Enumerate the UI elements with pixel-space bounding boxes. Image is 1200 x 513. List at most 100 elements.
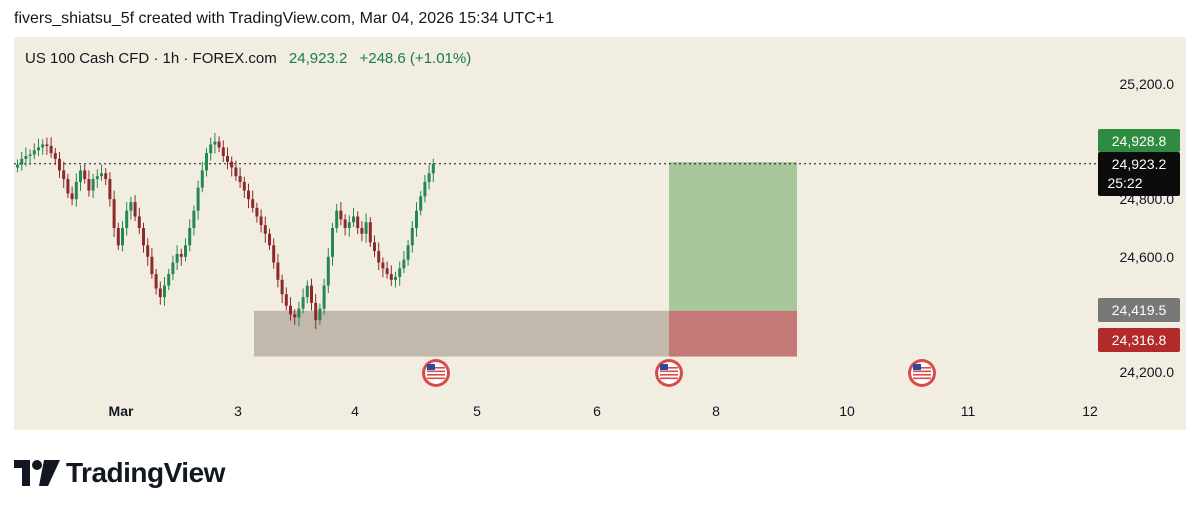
take-profit-tag-label: 24,928.8 xyxy=(1112,133,1167,149)
candle xyxy=(335,203,339,233)
candle xyxy=(95,169,99,188)
candle-body xyxy=(104,173,108,180)
candle xyxy=(200,161,204,193)
take-profit-tag: 24,928.8 xyxy=(1098,129,1180,152)
candle-body xyxy=(415,210,418,228)
take-profit-tag-bg xyxy=(1098,129,1180,152)
candle xyxy=(108,172,112,207)
candle-body xyxy=(364,222,368,234)
candle-body xyxy=(74,181,78,200)
flag-canton xyxy=(913,364,921,370)
candle-body xyxy=(24,156,28,159)
candle xyxy=(213,132,217,154)
candle-body xyxy=(112,199,116,228)
take-profit-zone xyxy=(669,162,797,311)
candle xyxy=(104,168,108,186)
candle-body xyxy=(234,167,238,177)
candle-body xyxy=(431,163,435,174)
candle xyxy=(125,202,129,236)
candle xyxy=(58,151,61,178)
candle xyxy=(137,207,141,235)
candle-body xyxy=(154,274,158,289)
stop-loss-tag-label: 24,316.8 xyxy=(1112,332,1167,348)
candle-body xyxy=(66,179,70,194)
candle-body xyxy=(352,216,355,223)
candle-body xyxy=(200,170,204,188)
candle xyxy=(142,222,145,253)
candle-body xyxy=(263,225,267,234)
candle-body xyxy=(276,262,280,280)
candle-body xyxy=(381,262,385,269)
candle xyxy=(196,180,200,220)
symbol-info: US 100 Cash CFD · 1h · FOREX.com 24,923.… xyxy=(25,50,471,67)
flag-stripe xyxy=(427,367,445,369)
candle xyxy=(314,294,318,330)
candle xyxy=(310,278,313,311)
candle xyxy=(339,202,343,226)
flag-stripe xyxy=(660,367,678,369)
candle-body xyxy=(188,228,192,246)
x-tick-label: 12 xyxy=(1082,403,1098,419)
candle xyxy=(87,170,91,197)
candle-body xyxy=(121,228,124,246)
candle xyxy=(70,186,74,206)
candle xyxy=(318,303,322,325)
stop-loss-tag-bg xyxy=(1098,328,1180,352)
candle-body xyxy=(272,245,276,263)
candle-body xyxy=(402,259,406,269)
candle-body xyxy=(280,279,284,295)
candle xyxy=(146,238,150,266)
candle-body xyxy=(62,170,66,180)
candle-body xyxy=(58,158,61,171)
candle xyxy=(398,261,402,286)
price-change: +248.6 (+1.01%) xyxy=(359,50,472,67)
candle xyxy=(394,271,397,288)
x-tick-label: 3 xyxy=(234,403,242,419)
candle-body xyxy=(32,150,36,155)
current-price-tag-countdown: 25:22 xyxy=(1107,175,1142,191)
candle xyxy=(91,173,95,199)
flag-stripe xyxy=(913,374,931,376)
candle xyxy=(284,287,288,311)
candle-body xyxy=(213,141,217,145)
y-tick-label: 25,200.0 xyxy=(1120,76,1175,92)
us-flag-icon[interactable] xyxy=(655,359,683,387)
tradingview-logo[interactable]: TradingView xyxy=(14,455,225,491)
candle xyxy=(255,202,259,223)
flag-canton xyxy=(660,364,668,370)
stop-loss-tag: 24,316.8 xyxy=(1098,328,1180,352)
candle xyxy=(381,257,385,278)
candle-body xyxy=(247,190,250,200)
candle xyxy=(175,245,179,271)
us-flag-icon[interactable] xyxy=(908,359,936,387)
candle xyxy=(251,190,255,213)
us-flag-icon[interactable] xyxy=(422,359,450,387)
candle xyxy=(79,165,82,191)
candle-body xyxy=(91,179,95,191)
candle xyxy=(377,242,381,271)
candle-body xyxy=(314,302,318,321)
x-tick-label: 10 xyxy=(839,403,855,419)
candle xyxy=(205,147,208,177)
candle-body xyxy=(368,222,372,243)
candle-body xyxy=(293,314,297,318)
y-tick-label: 24,200.0 xyxy=(1120,364,1175,380)
candle-body xyxy=(398,268,402,277)
candle xyxy=(45,137,49,155)
flag-stripe xyxy=(913,370,931,373)
chart-background[interactable] xyxy=(14,37,1186,430)
candle xyxy=(415,202,418,237)
candle-body xyxy=(150,256,154,275)
candle-body xyxy=(322,285,326,309)
candle xyxy=(406,240,410,266)
candle-body xyxy=(108,179,112,200)
candle xyxy=(74,173,78,207)
y-tick-label: 24,600.0 xyxy=(1120,249,1175,265)
candle-body xyxy=(87,179,91,191)
candle xyxy=(297,301,301,327)
candle-body xyxy=(331,228,334,257)
candle xyxy=(276,253,280,288)
candle xyxy=(268,228,271,250)
x-tick-label: 5 xyxy=(473,403,481,419)
